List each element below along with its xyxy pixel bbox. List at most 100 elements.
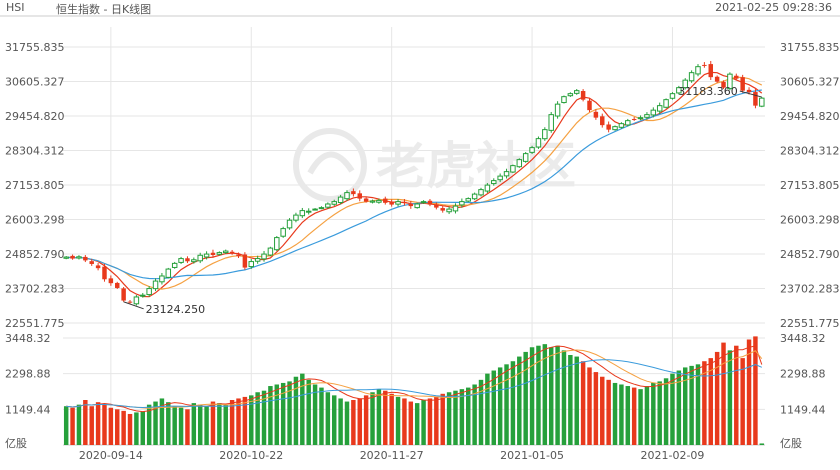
- volume-tick-left: 3448.32: [5, 332, 51, 345]
- chart-title: 恒生指数 - 日K线图: [56, 3, 152, 16]
- watermark-text: 老虎社区: [376, 137, 576, 195]
- candle-body: [344, 192, 350, 200]
- candle-body: [593, 111, 599, 118]
- volume-bar: [670, 373, 675, 445]
- date-label: 2020-11-27: [360, 449, 424, 462]
- candle-body: [644, 114, 650, 118]
- volume-bar: [293, 376, 299, 445]
- price-tick-right: 23702.283: [780, 283, 840, 296]
- candle-body: [503, 171, 510, 177]
- candle-body: [600, 116, 605, 126]
- volume-bar: [223, 404, 228, 445]
- volume-bar: [121, 410, 126, 445]
- volume-bar: [625, 386, 631, 445]
- candle-body: [286, 219, 293, 229]
- max-leader-line: [739, 90, 762, 98]
- candle-body: [606, 124, 611, 130]
- volume-bar: [408, 401, 414, 445]
- candlesticks[interactable]: [63, 60, 765, 306]
- candle-body: [395, 201, 401, 205]
- volume-bar: [682, 367, 688, 445]
- price-tick-right: 22551.775: [780, 317, 840, 330]
- candle-body: [478, 189, 484, 196]
- tiger-logo-icon: [293, 128, 367, 202]
- volume-unit-left: 亿股: [5, 437, 27, 450]
- volume-bar: [306, 379, 311, 445]
- volume-tick-right: 2298.88: [780, 368, 826, 381]
- candle-body: [516, 159, 523, 168]
- volume-bar: [574, 356, 579, 445]
- candle-body: [95, 265, 101, 269]
- volume-bar: [376, 389, 382, 445]
- volume-bar: [612, 382, 618, 445]
- candle-body: [465, 198, 471, 202]
- candle-body: [484, 184, 491, 192]
- volume-bar: [746, 339, 752, 445]
- volume-bar: [395, 396, 401, 445]
- candle-body: [83, 256, 88, 261]
- candle-body: [702, 64, 707, 66]
- volume-bar: [108, 407, 114, 445]
- volume-bar: [102, 404, 107, 445]
- candle-body: [663, 99, 669, 108]
- candle-body: [759, 97, 765, 107]
- volume-bar: [510, 361, 516, 445]
- candle-body: [631, 118, 637, 120]
- volume-bar: [740, 358, 745, 445]
- candle-body: [261, 253, 267, 260]
- candle-body: [440, 208, 445, 211]
- volume-ma-mid-line: [66, 349, 763, 409]
- volume-bar: [242, 396, 248, 445]
- volume-bar: [631, 387, 637, 445]
- volume-bar: [280, 382, 286, 445]
- candle-body: [312, 208, 318, 211]
- candle-body: [669, 93, 676, 99]
- volume-ma-long-line: [66, 359, 762, 409]
- volume-ma-short-line: [66, 345, 763, 413]
- candle-body: [746, 89, 752, 93]
- moving-average-lines: [66, 71, 763, 298]
- candle-body: [357, 193, 362, 199]
- candle-body: [491, 180, 497, 185]
- volume-bar: [721, 342, 726, 445]
- candle-body: [408, 203, 414, 207]
- candle-body: [89, 261, 94, 264]
- annotations: 31183.360 23124.250: [123, 85, 762, 316]
- candle-body: [548, 114, 554, 131]
- volume-bar: [421, 400, 426, 445]
- candle-body: [522, 153, 529, 162]
- candle-body: [734, 75, 739, 79]
- volume-bar: [153, 401, 158, 445]
- price-tick-right: 27153.805: [780, 179, 840, 192]
- volume-bar: [383, 390, 388, 445]
- candle-body: [108, 278, 114, 284]
- volume-bar: [695, 364, 701, 445]
- candle-body: [369, 200, 376, 203]
- candle-body: [740, 77, 745, 91]
- candle-body: [325, 203, 331, 208]
- volume-bar: [268, 386, 273, 445]
- candle-body: [248, 261, 254, 268]
- candle-body: [452, 205, 459, 212]
- candle-body: [612, 126, 618, 131]
- candle-body: [535, 138, 542, 148]
- candle-body: [267, 247, 274, 256]
- volume-bar: [351, 400, 356, 445]
- candle-body: [714, 76, 720, 82]
- volume-bar: [402, 398, 407, 445]
- candle-body: [567, 93, 574, 97]
- volume-bars[interactable]: [63, 336, 765, 445]
- volume-bar: [734, 345, 739, 445]
- volume-bar: [440, 393, 445, 445]
- volume-bar: [523, 351, 528, 445]
- volume-bar: [561, 350, 567, 445]
- volume-bar: [236, 398, 241, 445]
- candle-body: [102, 266, 107, 280]
- volume-bar: [504, 364, 509, 445]
- candle-body: [580, 91, 586, 100]
- tiger-logo-stroke: [307, 151, 355, 175]
- candle-body: [140, 294, 146, 297]
- volume-bar: [497, 367, 503, 445]
- candle-body: [146, 288, 152, 296]
